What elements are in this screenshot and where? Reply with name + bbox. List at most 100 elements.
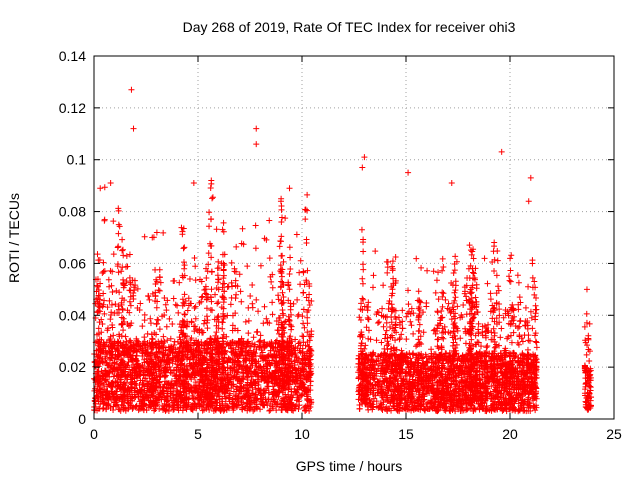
- data-point: [248, 390, 255, 397]
- data-point: [197, 376, 204, 383]
- data-point: [242, 367, 249, 374]
- data-point: [150, 369, 157, 376]
- data-point: [223, 341, 230, 348]
- data-point: [176, 368, 183, 375]
- data-point: [243, 389, 250, 396]
- data-point: [201, 286, 208, 293]
- data-point: [162, 378, 169, 385]
- data-point: [199, 329, 206, 336]
- data-point: [288, 407, 295, 414]
- data-point: [145, 293, 152, 300]
- data-point: [288, 311, 295, 318]
- data-point: [248, 377, 255, 384]
- data-point: [227, 301, 234, 308]
- data-point: [199, 293, 206, 300]
- data-point: [253, 346, 260, 353]
- data-point: [226, 378, 233, 385]
- data-point: [139, 342, 146, 349]
- data-point: [141, 356, 148, 363]
- data-point: [141, 233, 148, 240]
- data-point: [129, 357, 136, 364]
- data-point: [131, 391, 138, 398]
- data-point: [189, 407, 196, 414]
- data-point: [183, 363, 190, 370]
- data-point: [215, 299, 222, 306]
- data-point: [245, 384, 252, 391]
- data-point: [257, 262, 264, 269]
- data-point: [157, 383, 164, 390]
- data-point: [278, 407, 285, 414]
- data-point: [276, 388, 283, 395]
- data-point: [298, 384, 305, 391]
- data-point: [122, 407, 129, 414]
- data-point: [242, 318, 249, 325]
- data-point: [102, 376, 109, 383]
- data-point: [95, 405, 102, 412]
- data-point: [228, 259, 235, 266]
- data-point: [286, 404, 293, 411]
- data-point: [306, 283, 313, 290]
- data-point: [114, 379, 121, 386]
- data-point: [218, 343, 225, 350]
- data-point: [230, 400, 237, 407]
- data-point: [212, 406, 219, 413]
- data-point: [200, 377, 207, 384]
- data-point: [137, 386, 144, 393]
- data-point: [104, 304, 111, 311]
- data-point: [167, 335, 174, 342]
- data-point: [266, 407, 273, 414]
- data-point: [235, 398, 242, 405]
- data-point: [100, 405, 107, 412]
- data-point: [235, 358, 242, 365]
- data-point: [301, 353, 308, 360]
- data-point: [251, 341, 258, 348]
- data-point: [290, 300, 297, 307]
- data-point: [188, 335, 195, 342]
- data-point: [144, 351, 151, 358]
- data-point: [236, 362, 243, 369]
- data-point: [262, 357, 269, 364]
- data-point: [199, 407, 206, 414]
- data-point: [246, 365, 253, 372]
- data-point: [235, 343, 242, 350]
- data-point: [106, 373, 113, 380]
- data-points: [91, 86, 595, 415]
- data-point: [124, 342, 131, 349]
- data-point: [185, 295, 192, 302]
- data-point: [216, 402, 223, 409]
- data-point: [294, 296, 301, 303]
- data-point: [308, 298, 315, 305]
- data-point: [94, 251, 101, 258]
- data-point: [280, 293, 287, 300]
- data-point: [224, 364, 231, 371]
- data-point: [288, 400, 295, 407]
- data-point: [302, 342, 309, 349]
- data-point: [164, 352, 171, 359]
- data-point: [286, 355, 293, 362]
- data-point: [231, 351, 238, 358]
- data-point: [287, 306, 294, 313]
- data-point: [258, 376, 265, 383]
- data-point: [263, 342, 270, 349]
- data-point: [290, 377, 297, 384]
- data-point: [213, 226, 220, 233]
- data-point: [295, 398, 302, 405]
- data-point: [205, 261, 212, 268]
- data-point: [171, 402, 178, 409]
- data-point: [261, 303, 268, 310]
- data-point: [261, 367, 268, 374]
- data-point: [286, 244, 293, 251]
- data-point: [255, 389, 262, 396]
- data-point: [197, 368, 204, 375]
- data-point: [297, 367, 304, 374]
- data-point: [166, 384, 173, 391]
- data-point: [272, 390, 279, 397]
- data-point: [220, 369, 227, 376]
- data-point: [245, 317, 252, 324]
- data-point: [288, 326, 295, 333]
- data-point: [160, 405, 167, 412]
- data-point: [131, 385, 138, 392]
- data-point: [173, 396, 180, 403]
- data-point: [158, 362, 165, 369]
